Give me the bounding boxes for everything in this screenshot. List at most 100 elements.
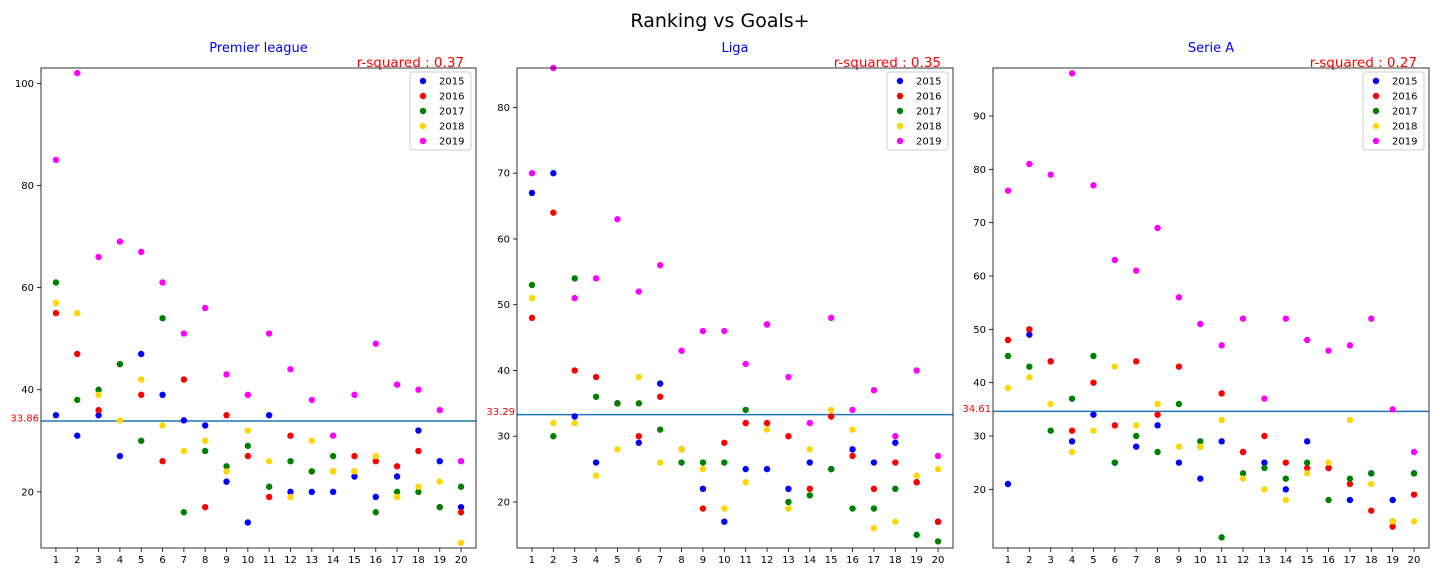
point-2017 [742, 406, 749, 414]
point-2015 [74, 432, 81, 439]
point-2019 [159, 279, 166, 286]
point-2018 [244, 427, 252, 434]
legend-label-2016: 2016 [439, 92, 464, 103]
point-2019 [849, 406, 856, 414]
point-2015 [1004, 480, 1012, 488]
legend-marker-2017 [419, 107, 427, 115]
point-2015 [635, 439, 643, 446]
point-2019 [116, 238, 124, 245]
point-2018 [806, 446, 814, 453]
point-2016 [95, 406, 102, 414]
point-2018 [614, 446, 621, 453]
y-tick-label: 100 [15, 79, 34, 90]
point-2015 [592, 459, 600, 466]
point-2016 [1261, 432, 1268, 440]
point-2017 [785, 498, 792, 506]
series-2018 [1004, 363, 1418, 525]
point-2017 [1175, 400, 1183, 408]
point-2015 [656, 380, 664, 387]
point-2018 [934, 465, 942, 473]
point-2016 [457, 509, 465, 516]
point-2015 [372, 493, 379, 501]
point-2018 [223, 468, 230, 475]
point-2019 [393, 381, 401, 388]
x-tick-label: 18 [889, 555, 902, 566]
point-2015 [699, 485, 707, 493]
point-2017 [934, 538, 942, 545]
series-2019 [1004, 70, 1418, 456]
point-2016 [351, 452, 358, 460]
x-tick-label: 20 [1408, 555, 1421, 566]
y-tick-label: 60 [497, 234, 510, 245]
point-2017 [415, 488, 422, 496]
series-2019 [528, 64, 942, 460]
legend: 2015 2016 2017 2018 2019 [886, 71, 949, 151]
point-2017 [528, 281, 536, 289]
point-2018 [1154, 400, 1161, 408]
x-tick-label: 4 [117, 555, 123, 566]
point-2018 [656, 459, 664, 466]
point-2015 [457, 503, 465, 511]
point-2016 [1218, 390, 1225, 397]
point-2016 [74, 350, 81, 358]
point-2019 [201, 304, 209, 312]
point-2017 [1068, 395, 1076, 402]
legend-label-2018: 2018 [439, 122, 464, 133]
point-2016 [1090, 379, 1097, 386]
point-2016 [223, 412, 230, 419]
point-2016 [806, 485, 814, 493]
legend-label-2019: 2019 [1392, 137, 1417, 148]
x-tick-label: 9 [223, 555, 229, 566]
x-tick-label: 9 [700, 555, 706, 566]
point-2015 [1175, 459, 1183, 466]
point-2018 [785, 505, 792, 512]
point-2016 [571, 367, 578, 374]
point-2019 [656, 262, 664, 269]
x-tick-label: 8 [678, 555, 684, 566]
x-tick-label: 8 [202, 555, 208, 566]
point-2018 [528, 294, 536, 302]
y-tick-label: 80 [973, 165, 986, 176]
point-2017 [571, 275, 578, 282]
point-2018 [913, 472, 920, 479]
point-2019 [1068, 70, 1076, 77]
x-tick-label: 10 [718, 555, 731, 566]
point-2018 [329, 468, 337, 475]
point-2019 [415, 386, 422, 393]
point-2019 [1090, 182, 1097, 189]
point-2018 [1047, 400, 1054, 408]
point-2015 [1282, 486, 1290, 493]
x-tick-label: 8 [1154, 555, 1160, 566]
point-2015 [159, 391, 166, 399]
point-2018 [721, 505, 728, 512]
point-2017 [308, 468, 316, 475]
point-2019 [1303, 336, 1311, 344]
point-2019 [372, 340, 379, 347]
point-2016 [1239, 448, 1247, 456]
point-2019 [95, 253, 102, 261]
legend-label-2015: 2015 [439, 77, 464, 88]
point-2018 [1325, 459, 1332, 466]
point-2016 [1389, 523, 1396, 530]
x-tick-label: 18 [412, 555, 425, 566]
x-tick-label: 12 [761, 555, 774, 566]
x-tick-label: 14 [327, 555, 340, 566]
point-2017 [1282, 475, 1290, 482]
point-2016 [699, 505, 707, 512]
point-2019 [351, 391, 358, 399]
point-2016 [1132, 358, 1140, 365]
point-2019 [1410, 448, 1418, 456]
point-2019 [1047, 171, 1054, 178]
point-2017 [329, 452, 337, 460]
point-2019 [892, 433, 899, 440]
point-2019 [785, 373, 792, 381]
point-2018 [1303, 470, 1311, 477]
point-2017 [372, 509, 379, 516]
point-2017 [1197, 438, 1204, 445]
x-tick-label: 2 [1026, 555, 1032, 566]
x-tick-label: 13 [1258, 555, 1271, 566]
series-2017 [1004, 352, 1418, 541]
point-2016 [265, 493, 273, 501]
point-2018 [849, 426, 856, 433]
